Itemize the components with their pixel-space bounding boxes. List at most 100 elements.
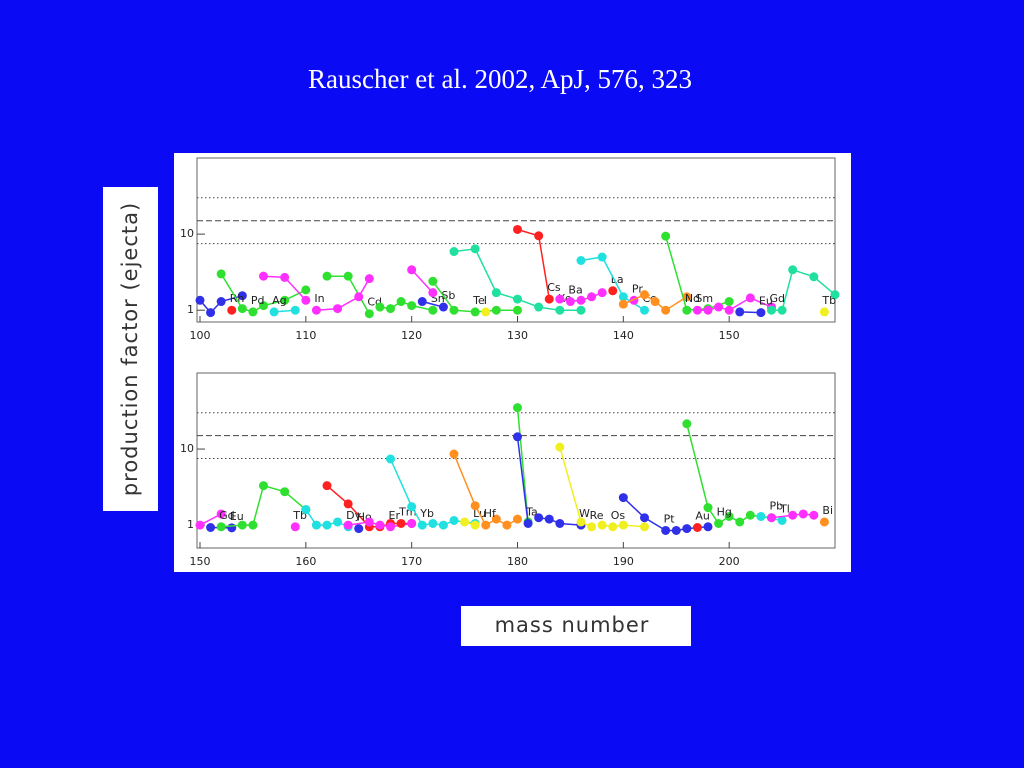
- data-point: [216, 509, 226, 519]
- data-point: [481, 307, 491, 317]
- data-point: [703, 503, 713, 513]
- data-point: [703, 522, 713, 532]
- y-label-box: [103, 187, 158, 511]
- data-point: [449, 247, 459, 257]
- data-point: [343, 520, 353, 530]
- element-label: Yb: [419, 507, 434, 520]
- data-point: [555, 294, 565, 304]
- data-point: [428, 276, 438, 286]
- element-label: Tl: [779, 502, 790, 515]
- data-point: [587, 292, 597, 302]
- data-point: [640, 513, 649, 523]
- data-point: [809, 272, 819, 282]
- data-point: [237, 304, 247, 314]
- data-point: [777, 515, 787, 525]
- data-point: [735, 517, 745, 527]
- data-point: [481, 520, 491, 530]
- x-tick-label: 190: [613, 555, 634, 568]
- data-point: [491, 305, 501, 315]
- data-point: [618, 292, 628, 302]
- series-line: [516, 436, 529, 524]
- chart-background: [174, 153, 851, 572]
- data-point: [513, 305, 522, 315]
- data-point: [311, 520, 321, 530]
- data-point: [322, 481, 332, 491]
- data-point: [195, 295, 205, 305]
- data-point: [417, 297, 427, 307]
- data-point: [640, 305, 649, 315]
- plot-frame: [196, 157, 836, 323]
- data-point: [322, 520, 332, 530]
- data-point: [216, 269, 226, 279]
- data-point: [661, 525, 671, 535]
- data-point: [724, 297, 734, 307]
- data-point: [714, 302, 724, 312]
- y-tick-label: 1: [187, 303, 194, 316]
- element-label: Ba: [568, 284, 582, 297]
- data-point: [819, 517, 829, 527]
- data-point: [597, 288, 607, 298]
- x-tick-label: 130: [507, 329, 528, 342]
- y-tick-label: 10: [180, 227, 194, 240]
- slide-title: Rauscher et al. 2002, ApJ, 576, 323: [308, 64, 692, 94]
- data-point: [386, 522, 395, 532]
- data-point: [470, 501, 480, 511]
- data-point: [767, 305, 776, 315]
- data-point: [682, 524, 692, 534]
- element-label: W: [579, 507, 590, 520]
- data-point: [216, 522, 226, 532]
- data-point: [290, 305, 300, 315]
- data-point: [301, 505, 311, 515]
- data-point: [502, 520, 512, 530]
- element-label: Hf: [484, 507, 497, 520]
- data-point: [565, 297, 575, 307]
- data-point: [470, 520, 480, 530]
- data-point: [819, 307, 829, 317]
- data-point: [364, 517, 374, 527]
- element-label: Eu: [759, 295, 773, 308]
- data-point: [640, 290, 649, 300]
- element-label: In: [314, 292, 324, 305]
- data-point: [248, 307, 258, 317]
- element-label: Gd: [770, 292, 786, 305]
- data-point: [386, 454, 395, 464]
- series-line: [602, 524, 645, 528]
- data-point: [513, 432, 522, 442]
- x-tick-label: 110: [295, 329, 316, 342]
- data-point: [449, 305, 459, 315]
- data-point: [280, 295, 290, 305]
- element-label: Sm: [695, 292, 713, 305]
- data-point: [534, 513, 544, 523]
- plot-frame: [196, 372, 836, 549]
- data-point: [386, 304, 395, 314]
- data-point: [661, 305, 671, 315]
- data-point: [597, 252, 607, 262]
- data-point: [576, 517, 586, 527]
- data-point: [544, 294, 554, 304]
- data-point: [311, 305, 321, 315]
- series-line: [538, 516, 582, 526]
- data-point: [491, 514, 501, 524]
- data-point: [364, 309, 374, 319]
- data-point: [259, 481, 268, 491]
- x-tick-label: 180: [507, 555, 528, 568]
- data-point: [375, 520, 385, 530]
- data-point: [513, 403, 522, 413]
- data-point: [417, 520, 427, 530]
- data-point: [640, 522, 649, 532]
- data-point: [513, 294, 522, 304]
- data-point: [608, 522, 618, 532]
- data-point: [724, 511, 734, 521]
- data-point: [777, 305, 787, 315]
- element-label: Re: [590, 509, 604, 522]
- data-point: [343, 271, 353, 281]
- data-point: [460, 517, 470, 527]
- data-point: [206, 308, 216, 318]
- data-point: [301, 285, 311, 295]
- element-label: I: [484, 294, 487, 307]
- data-point: [269, 307, 279, 317]
- element-label: Eu: [230, 510, 244, 523]
- data-point: [259, 271, 268, 281]
- data-point: [587, 522, 597, 532]
- x-axis-label: mass number: [495, 613, 650, 637]
